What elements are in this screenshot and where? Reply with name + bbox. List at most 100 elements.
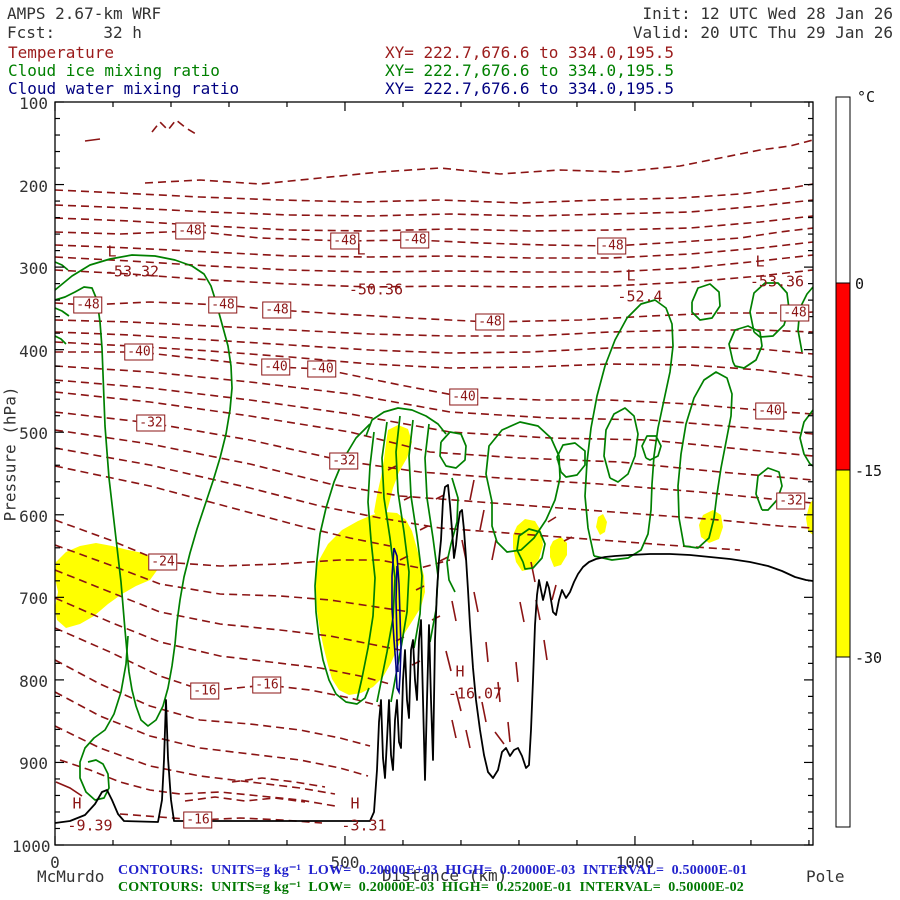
cloud-ice-contour <box>485 421 561 553</box>
y-tick-label: 800 <box>19 671 48 691</box>
temperature-contour <box>55 351 814 415</box>
contour-label: -40 <box>307 360 337 378</box>
contour-info-cloud-water: CONTOURS: UNITS=g kg⁻¹ LOW= 0.20000E+03 … <box>118 863 748 878</box>
cloud-ice-contour <box>79 635 129 801</box>
colorbar-tick-label: -15 <box>855 462 883 480</box>
cloud-ice-contour <box>54 261 69 271</box>
temperature-contour <box>54 254 814 273</box>
y-tick-label: 100 <box>19 94 48 113</box>
forecast-hour: Fcst: 32 h <box>7 23 142 42</box>
temperature-contour <box>54 465 391 547</box>
temperature-contour <box>231 777 326 788</box>
contour-label: -32 <box>776 492 806 510</box>
contour-label: -16 <box>183 811 213 829</box>
cloud-ice-contour <box>365 407 447 437</box>
cloud-ice-contour <box>54 307 70 317</box>
temperature-contour-fragment <box>435 494 445 500</box>
model-title: AMPS 2.67-km WRF <box>7 4 162 23</box>
temperature-contour <box>54 301 814 323</box>
extremum-symbol: L <box>107 242 117 261</box>
temperature-contour <box>144 139 814 185</box>
cloud-shade-region <box>596 514 607 535</box>
x-tick-label: 0 <box>50 853 60 872</box>
contour-label: -40 <box>124 343 154 361</box>
extremum-symbol: H <box>72 794 82 813</box>
contour-info-cloud-ice: CONTOURS: UNITS=g kg⁻¹ LOW= 0.20000E-03 … <box>118 880 744 895</box>
cloud-ice-contour <box>314 423 371 705</box>
contour-label: -48 <box>780 304 810 322</box>
temperature-contour <box>54 725 336 795</box>
contour-label: -16 <box>190 682 220 700</box>
cloud-ice-contour <box>376 421 396 703</box>
temperature-contour <box>59 759 336 807</box>
extremum-value: -52.4 <box>617 287 663 306</box>
temperature-contour-fragment <box>419 525 429 531</box>
temperature-contour <box>54 447 741 551</box>
temperature-contour-fragment <box>55 781 83 797</box>
temperature-contour <box>54 627 381 707</box>
temperature-contour <box>54 341 814 378</box>
temperature-contour-fragment <box>543 639 548 661</box>
colorbar-segment <box>835 282 851 471</box>
cloud-ice-contour <box>446 477 459 593</box>
contour-label: -48 <box>175 222 205 240</box>
temperature-contour-fragment <box>530 561 536 583</box>
extremum-symbol: L <box>755 252 765 271</box>
cloud-ice-contour <box>641 435 662 461</box>
x-tick-label: 500 <box>330 853 360 872</box>
x-tick-label: 1000 <box>615 853 655 872</box>
colorbar-unit: °C <box>857 88 876 106</box>
temperature-contour <box>54 269 814 288</box>
cloud-ice-contour <box>677 371 733 549</box>
colorbar-segment <box>835 96 851 284</box>
temperature-contour <box>54 597 391 685</box>
valid-time: Valid: 20 UTC Thu 29 Jan 26 <box>632 23 893 42</box>
temperature-contour-fragment <box>455 690 462 712</box>
cloud-ice-contour <box>54 254 233 727</box>
cloud-ice-contour <box>408 419 423 649</box>
cloud-ice-contour <box>439 431 467 469</box>
colorbar-segment <box>835 469 851 658</box>
y-tick-label: 600 <box>19 506 48 526</box>
y-tick-label: 700 <box>19 589 48 609</box>
temperature-contour-fragment <box>481 701 487 723</box>
contour-label: -48 <box>262 301 292 319</box>
colorbar-tick-label: 0 <box>855 275 865 293</box>
cloud-ice-contour <box>691 283 721 321</box>
temperature-contour-fragment <box>387 465 397 471</box>
temperature-contour <box>54 391 814 481</box>
station-pole: Pole <box>806 867 845 886</box>
temperature-contour-fragment <box>491 539 497 561</box>
temperature-contour-fragment <box>497 681 501 703</box>
y-tick-label: 500 <box>19 424 48 444</box>
y-tick-label: 1000 <box>12 837 51 856</box>
temperature-contour-fragment <box>515 661 519 683</box>
init-time: Init: 12 UTC Wed 28 Jan 26 <box>642 4 893 23</box>
temperature-contour <box>54 429 814 529</box>
temperature-contour-fragment <box>469 479 475 501</box>
temperature-contour <box>54 227 814 247</box>
colorbar-tick-label: -30 <box>855 649 883 667</box>
colorbar-segment <box>835 656 851 828</box>
extremum-value: -50.36 <box>348 280 404 299</box>
temperature-contour-fragment <box>519 601 525 623</box>
legend-cloud-water-xy: XY= 222.7,676.6 to 334.0,195.5 <box>385 79 674 98</box>
contour-label: -40 <box>261 358 291 376</box>
extremum-value: -3.31 <box>341 816 387 835</box>
temperature-contour <box>54 183 814 204</box>
temperature-contour <box>54 411 814 504</box>
temperature-contour-fragment <box>485 641 489 663</box>
cloud-ice-contour <box>356 431 376 701</box>
x-axis-title: Distance (km) <box>382 866 508 885</box>
cloud-water-contour <box>391 547 402 696</box>
cloud-shade-region <box>55 543 158 628</box>
temperature-contour-fragment <box>473 591 479 613</box>
cloud-ice-contour <box>728 325 763 369</box>
extremum-value: -53.32 <box>104 262 160 281</box>
temperature-contour-fragment <box>479 509 485 531</box>
cloud-water-contour <box>395 565 399 673</box>
temperature-contour <box>184 796 306 803</box>
legend-temperature-label: Temperature <box>8 43 114 62</box>
contour-label: -48 <box>475 313 505 331</box>
